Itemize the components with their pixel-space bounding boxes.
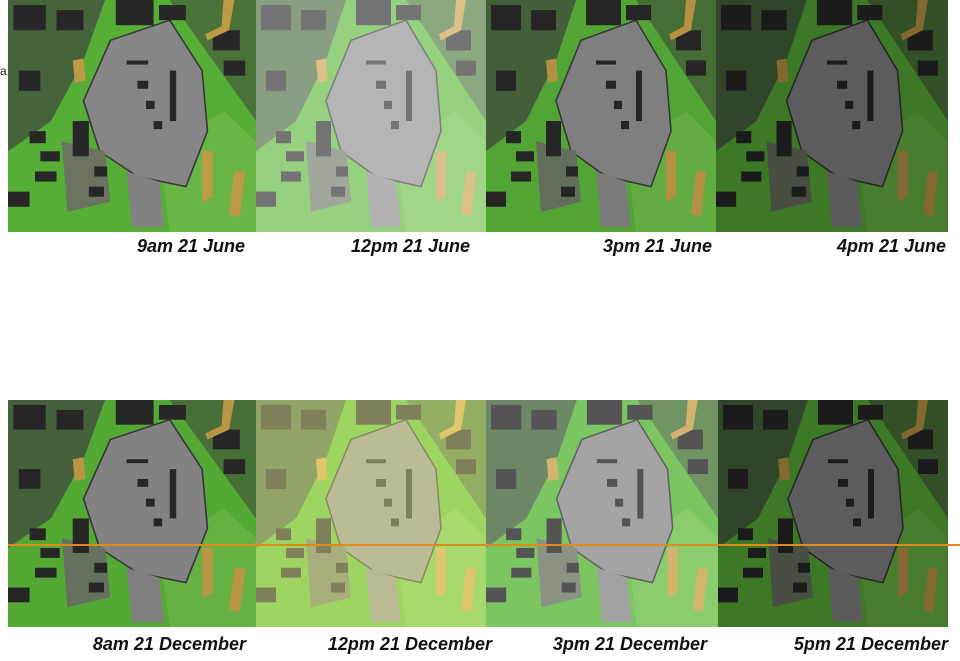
lighting-overlay bbox=[8, 0, 256, 232]
lighting-overlay bbox=[256, 400, 486, 627]
caption: 9am 21 June bbox=[137, 236, 245, 256]
lighting-overlay bbox=[8, 400, 256, 627]
caption: 4pm 21 June bbox=[836, 236, 946, 256]
shadow-study-image bbox=[256, 0, 486, 232]
caption: 12pm 21 December bbox=[328, 634, 493, 654]
shadow-study-image bbox=[718, 400, 948, 627]
margin-fragment: a bbox=[0, 64, 7, 78]
caption: 3pm 21 June bbox=[603, 236, 712, 256]
lighting-overlay bbox=[256, 0, 486, 232]
shadow-study-image bbox=[486, 400, 718, 627]
caption: 3pm 21 December bbox=[553, 634, 708, 654]
lighting-overlay bbox=[486, 400, 718, 627]
caption: 8am 21 December bbox=[93, 634, 247, 654]
panels: 9am 21 June 12pm 21 June 3pm 21 June 4pm 21… bbox=[8, 0, 949, 654]
lighting-overlay bbox=[486, 0, 716, 232]
shadow-study-image bbox=[8, 0, 256, 232]
lighting-overlay bbox=[718, 400, 948, 627]
caption: 12pm 21 June bbox=[351, 236, 470, 256]
shadow-study-image bbox=[716, 0, 948, 232]
caption: 5pm 21 December bbox=[794, 634, 949, 654]
shadow-study-image bbox=[256, 400, 486, 627]
lighting-overlay bbox=[716, 0, 948, 232]
shadow-study-image bbox=[8, 400, 256, 627]
shadow-study-image bbox=[486, 0, 716, 232]
